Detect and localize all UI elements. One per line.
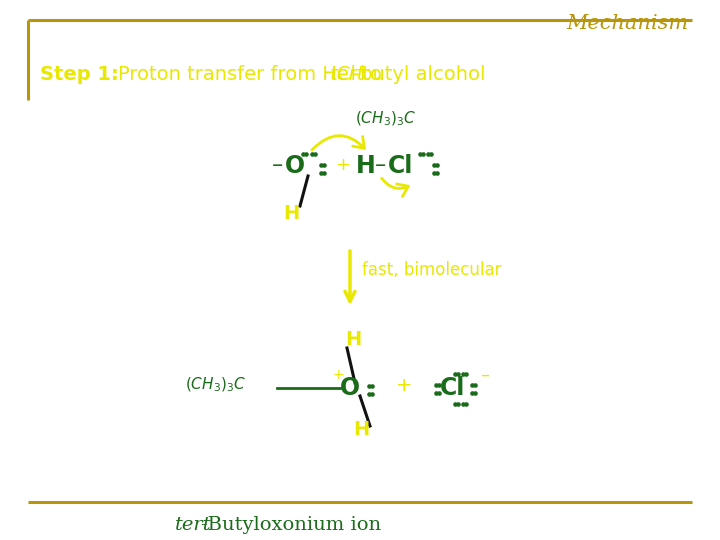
Text: tert: tert (175, 516, 212, 534)
Text: –: – (272, 155, 283, 175)
Text: $(CH_3)_3C$: $(CH_3)_3C$ (185, 376, 246, 394)
Text: O: O (285, 154, 305, 178)
Text: Step 1:: Step 1: (40, 65, 119, 84)
Text: H: H (283, 204, 300, 223)
Text: Cl: Cl (388, 154, 413, 178)
Text: -butyl alcohol: -butyl alcohol (353, 65, 485, 84)
FancyArrowPatch shape (312, 136, 364, 150)
Text: –: – (480, 366, 489, 384)
Text: Proton transfer from HCl to: Proton transfer from HCl to (118, 65, 388, 84)
Text: fast, bimolecular: fast, bimolecular (362, 261, 502, 279)
Text: -Butyloxonium ion: -Butyloxonium ion (201, 516, 381, 534)
Text: +: + (335, 156, 350, 174)
Text: $(CH_3)_3C$: $(CH_3)_3C$ (355, 110, 416, 129)
Text: +: + (396, 376, 413, 395)
FancyArrowPatch shape (382, 178, 408, 197)
Text: –: – (375, 155, 386, 175)
Text: Cl: Cl (440, 376, 465, 400)
Text: Mechanism: Mechanism (566, 14, 688, 33)
Text: H: H (345, 330, 361, 349)
Text: tert: tert (330, 65, 365, 84)
Text: O: O (340, 376, 360, 400)
Text: +: + (332, 368, 343, 382)
Text: H: H (356, 154, 376, 178)
Text: H: H (353, 420, 369, 439)
